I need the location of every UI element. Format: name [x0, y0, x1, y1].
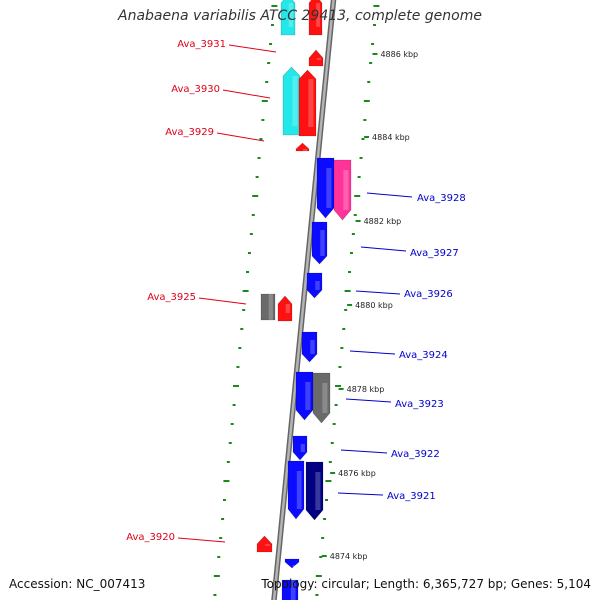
gene-arrow: [333, 159, 352, 221]
gene-arrow: [281, 579, 299, 600]
gene-label: Ava_3922: [391, 449, 440, 460]
gene-leader-line: [216, 132, 265, 142]
gene-label: Ava_3926: [404, 289, 453, 300]
gene-arrow-shine: [305, 382, 311, 410]
topology-summary: Topology: circular; Length: 6,365,727 bp…: [261, 577, 591, 591]
gene-leader-line: [222, 89, 271, 99]
gene-arrow-shine: [315, 472, 321, 510]
gene-arrow-shine: [316, 3, 321, 27]
gene-arrow-shine: [326, 168, 332, 208]
gene-label: Ava_3923: [395, 399, 444, 410]
gene-leader-line: [337, 492, 384, 496]
kbp-label: 4882 kbp: [364, 217, 402, 226]
gene-label: Ava_3924: [399, 350, 448, 361]
gene-arrow-shine: [290, 580, 296, 600]
gene-leader-line: [355, 290, 401, 295]
gene-leader-line: [198, 297, 247, 305]
gene-arrow-shine: [310, 340, 315, 354]
gene-arrow-shine: [296, 471, 302, 509]
gene-arrow-shine: [268, 294, 273, 320]
gene-arrow-shine: [316, 58, 321, 60]
gene-label: Ava_3931: [177, 39, 226, 50]
kbp-label: 4878 kbp: [347, 385, 385, 394]
kbp-label: 4880 kbp: [355, 301, 393, 310]
map-title: Anabaena variabilis ATCC 29413, complete…: [118, 8, 482, 24]
gene-leader-line: [366, 192, 413, 198]
gene-label: Ava_3920: [126, 532, 175, 543]
gene-leader-line: [345, 398, 392, 403]
gene-arrow: [316, 157, 335, 219]
gene-arrow-shine: [322, 383, 328, 413]
gene-arrow-shine: [265, 544, 270, 546]
kbp-label: 4876 kbp: [338, 469, 376, 478]
gene-arrow-shine: [288, 3, 293, 27]
gene-arrow-shine: [308, 79, 314, 127]
gene-arrow: [277, 295, 293, 322]
gene-arrow-shine: [285, 304, 290, 313]
gene-leader-line: [349, 350, 396, 355]
gene-arrow: [292, 435, 308, 461]
gene-arrow-shine: [303, 149, 308, 151]
gene-label: Ava_3927: [410, 248, 459, 259]
gene-arrow: [280, 0, 296, 36]
gene-label: Ava_3928: [417, 193, 466, 204]
gene-leader-line: [228, 44, 277, 53]
gene-arrow-shine: [315, 281, 320, 290]
gene-arrow: [301, 331, 318, 363]
accession-text: Accession: NC_007413: [9, 577, 146, 591]
gene-arrow: [260, 293, 276, 321]
gene-arrow: [311, 221, 328, 265]
gene-arrow: [308, 0, 323, 36]
gene-arrow: [295, 371, 314, 421]
gene-label: Ava_3930: [171, 84, 220, 95]
gene-leader-line: [360, 246, 407, 252]
gene-label: Ava_3929: [165, 127, 214, 138]
gene-arrow: [312, 372, 331, 424]
gene-arrow: [298, 69, 317, 137]
gene-arrow-shine: [320, 230, 325, 256]
gene-leader-line: [340, 449, 388, 454]
kbp-label: 4886 kbp: [380, 50, 418, 59]
gene-arrow-shine: [300, 444, 305, 452]
kbp-label: 4874 kbp: [330, 552, 368, 561]
gene-arrow-shine: [292, 565, 297, 567]
kbp-label: 4884 kbp: [372, 133, 410, 142]
gene-arrow: [287, 460, 305, 520]
gene-arrow: [284, 558, 300, 569]
gene-arrow-shine: [292, 76, 298, 126]
backbone-highlight: [272, 0, 335, 600]
gene-arrow: [305, 461, 324, 521]
gene-label: Ava_3925: [147, 292, 196, 303]
gene-arrow: [295, 142, 310, 152]
gene-arrow-shine: [343, 170, 349, 210]
gene-label: Ava_3921: [387, 491, 436, 502]
gene-arrow: [306, 272, 323, 299]
gene-arrow: [256, 535, 273, 553]
gene-leader-line: [177, 537, 226, 543]
gene-arrow: [308, 49, 324, 67]
